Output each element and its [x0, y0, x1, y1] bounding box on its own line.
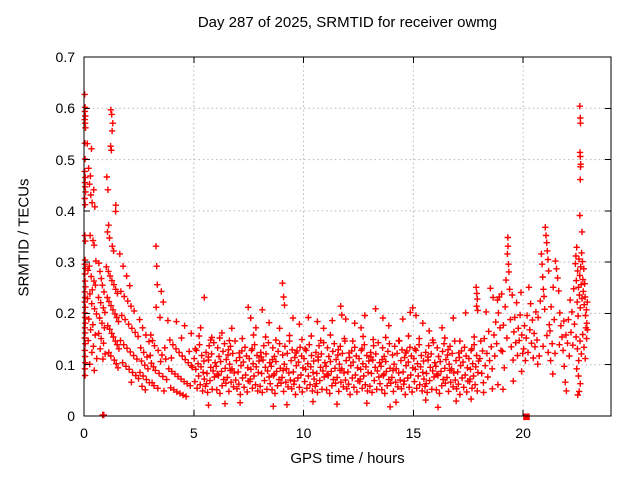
data-point-square-marker — [523, 413, 530, 421]
x-tick-label: 0 — [80, 425, 88, 441]
axis-ticks — [83, 56, 611, 417]
x-axis-title: GPS time / hours — [290, 450, 405, 467]
data-points-plus-markers — [81, 91, 591, 419]
x-tick-label: 5 — [189, 425, 198, 441]
y-tick-label: 0.2 — [55, 305, 75, 322]
y-tick-label: 0 — [67, 408, 75, 424]
chart-title: Day 287 of 2025, SRMTID for receiver owm… — [197, 14, 498, 31]
x-tick-label: 15 — [405, 425, 422, 441]
y-tick-label: 0.5 — [55, 151, 75, 168]
plot-border — [83, 56, 612, 417]
y-tick-label: 0.1 — [55, 356, 75, 373]
y-tick-label: 0.4 — [55, 202, 75, 219]
y-tick-label: 0.7 — [55, 49, 75, 65]
x-tick-label: 10 — [295, 425, 312, 441]
x-tick-label: 20 — [515, 425, 531, 441]
y-tick-label: 0.6 — [55, 100, 75, 117]
y-tick-label: 0.3 — [55, 254, 75, 271]
